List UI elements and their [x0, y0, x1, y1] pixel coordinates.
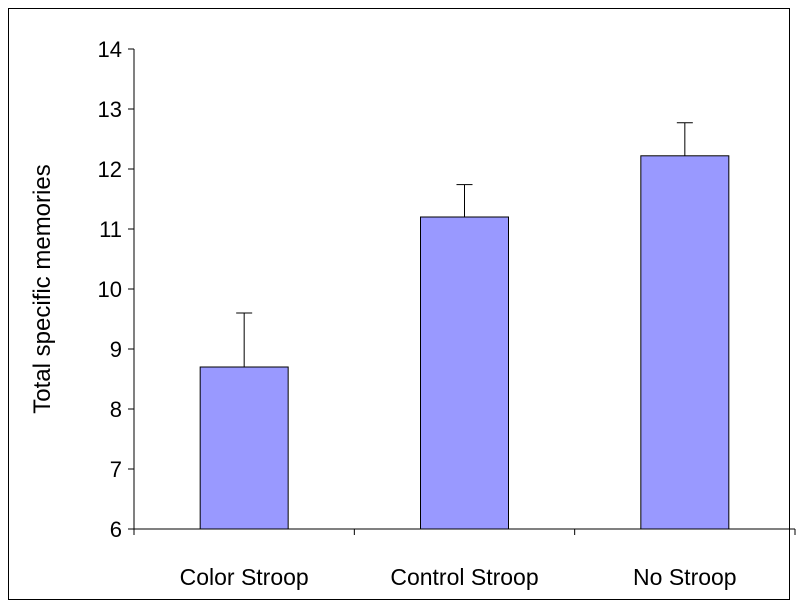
y-axis-label: Total specific memories — [29, 164, 56, 413]
y-tick-label: 7 — [110, 457, 122, 482]
y-tick-label: 6 — [110, 517, 122, 542]
bar — [420, 216, 509, 530]
y-tick-label: 10 — [98, 277, 122, 302]
y-tick-label: 8 — [110, 397, 122, 422]
y-tick-label: 13 — [98, 97, 122, 122]
y-tick-label: 14 — [98, 37, 122, 62]
y-tick-label: 9 — [110, 337, 122, 362]
x-tick-label: Control Stroop — [390, 564, 538, 590]
x-tick-label: No Stroop — [633, 564, 737, 590]
y-tick-label: 12 — [98, 157, 122, 182]
x-tick-label: Color Stroop — [180, 564, 309, 590]
y-tick-label: 11 — [99, 217, 122, 242]
bar — [199, 366, 289, 530]
bar — [640, 155, 730, 530]
